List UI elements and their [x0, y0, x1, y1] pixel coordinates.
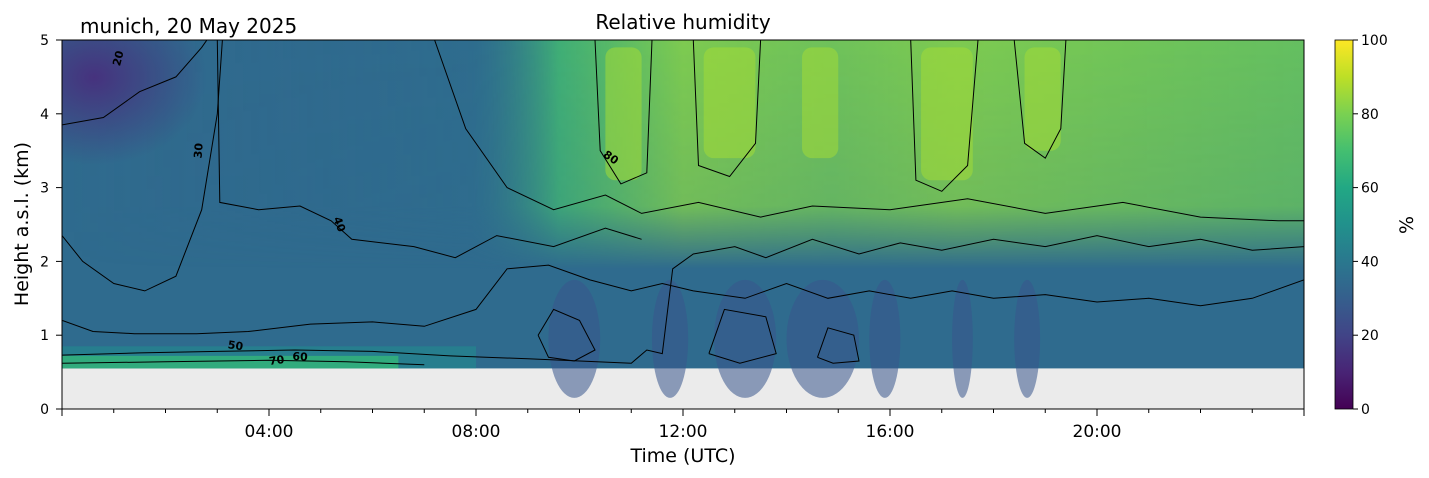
colorbar-scale — [1334, 39, 1354, 410]
y-tick-label: 5 — [40, 33, 49, 49]
field-dry-pocket — [869, 279, 901, 398]
contour-line — [537, 308, 596, 362]
colorbar-tick-label: 20 — [1361, 328, 1379, 344]
x-tick-label: 20:00 — [1073, 422, 1122, 442]
x-axis: 04:00 08:00 12:00 16:00 20:00 — [61, 409, 1305, 442]
field-moist-column — [703, 47, 756, 159]
colorbar-tick-label: 100 — [1361, 33, 1388, 49]
field-moist-column — [921, 47, 973, 181]
field-dry-pocket — [651, 279, 689, 398]
colorbar-tick-label: 80 — [1361, 107, 1379, 123]
colorbar-tick-label: 60 — [1361, 181, 1379, 197]
field-dry-pocket — [952, 279, 973, 398]
field-dry-pocket — [714, 279, 777, 398]
chart-subtitle: munich, 20 May 2025 — [80, 14, 297, 38]
chart-title: Relative humidity — [595, 10, 770, 34]
colorbar-tick-label: 40 — [1361, 254, 1379, 270]
y-axis-label: Height a.s.l. (km) — [11, 142, 33, 306]
x-tick-label: 08:00 — [452, 422, 501, 442]
field-dry-pocket — [786, 279, 859, 398]
y-tick-label: 1 — [40, 328, 49, 344]
field-moist-column — [1024, 47, 1061, 151]
humidity-field — [62, 40, 1304, 398]
contour-label: 30 — [191, 142, 205, 159]
field-moist-column — [605, 47, 642, 181]
field-surface-layer — [62, 355, 399, 369]
contour-line — [692, 40, 762, 178]
contour-line — [708, 308, 777, 364]
contour-line — [62, 264, 1304, 335]
contour-label: 50 — [227, 338, 244, 353]
field-dry-pocket — [1014, 279, 1041, 398]
plot-area — [62, 40, 1304, 409]
field-dry-region — [62, 40, 383, 291]
contour-line — [910, 40, 979, 192]
x-tick-label: 04:00 — [245, 422, 294, 442]
x-tick-label: 12:00 — [659, 422, 708, 442]
contour-label: 20 — [110, 49, 127, 67]
x-axis-label: Time (UTC) — [629, 445, 735, 467]
contour-label: 70 — [268, 353, 285, 368]
colorbar-tick-label: 0 — [1361, 402, 1370, 418]
contour-lines — [62, 40, 1304, 366]
contour-line — [817, 327, 860, 364]
contour-line — [62, 359, 425, 366]
colorbar: 0 20 40 60 80 100 % — [1334, 33, 1418, 418]
x-tick-label: 16:00 — [866, 422, 915, 442]
y-tick-label: 2 — [40, 254, 49, 270]
contour-line — [216, 40, 642, 259]
contour-line — [62, 40, 208, 126]
contour-line — [62, 235, 1304, 364]
field-moist-column — [802, 47, 839, 159]
contour-line — [434, 40, 1304, 222]
y-tick-label: 0 — [40, 402, 49, 418]
y-axis: 0 1 2 3 4 5 — [40, 33, 62, 418]
contour-label: 40 — [331, 215, 349, 234]
contour-line — [62, 40, 223, 292]
field-dry-pocket — [548, 279, 601, 398]
y-tick-label: 4 — [40, 107, 49, 123]
colorbar-ticks: 0 20 40 60 80 100 — [1353, 33, 1388, 418]
y-tick-label: 3 — [40, 181, 49, 197]
contour-line — [594, 40, 653, 185]
colorbar-label: % — [1396, 216, 1418, 234]
contour-label: 60 — [292, 350, 308, 364]
contour-line — [1013, 40, 1067, 159]
